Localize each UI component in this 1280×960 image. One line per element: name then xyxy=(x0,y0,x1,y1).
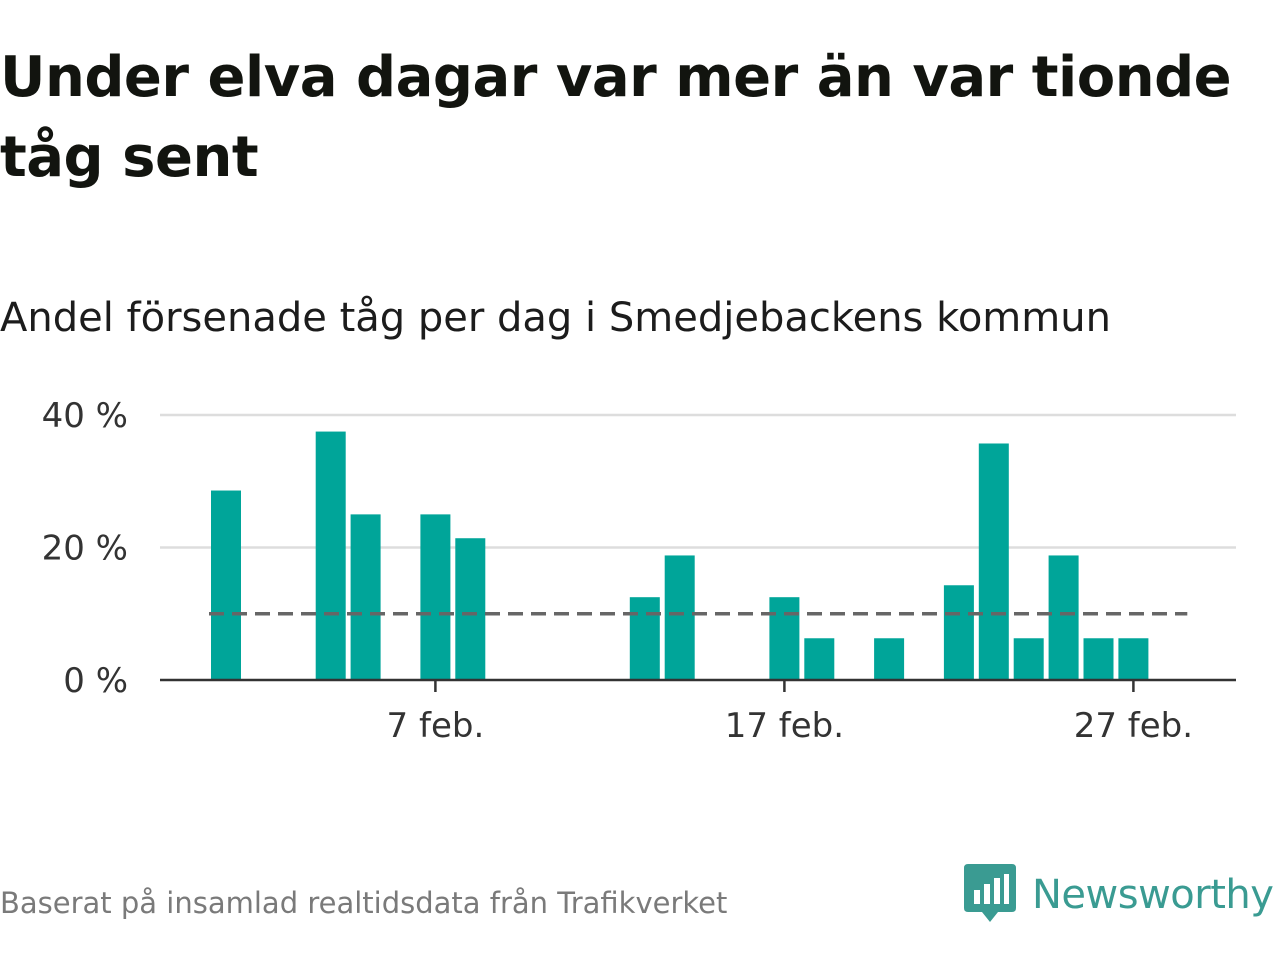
bar xyxy=(211,490,241,680)
bar xyxy=(1013,638,1044,680)
chart-subtitle: Andel försenade tåg per dag i Smedjeback… xyxy=(0,295,1111,341)
x-tick-label: 27 feb. xyxy=(1074,706,1193,746)
x-tick-label: 17 feb. xyxy=(725,706,844,746)
bar xyxy=(1048,555,1079,680)
y-tick-label: 40 % xyxy=(42,396,128,436)
bar xyxy=(664,555,695,680)
bar-chart: 0 % 20 % 40 % 7 feb. 17 feb. 27 feb. xyxy=(42,396,1236,746)
bars xyxy=(211,431,1149,680)
bar xyxy=(1083,638,1114,680)
source-note: Baserat på insamlad realtidsdata från Tr… xyxy=(0,886,728,920)
x-tick-label: 7 feb. xyxy=(387,706,485,746)
bar xyxy=(315,431,346,680)
newsworthy-logo-icon xyxy=(964,864,1016,922)
y-tick-label: 0 % xyxy=(63,661,128,701)
bar xyxy=(804,638,835,680)
chart-title: Under elva dagar var mer än var tionde t… xyxy=(0,45,1232,190)
bar xyxy=(1118,638,1149,680)
bar xyxy=(874,638,905,680)
y-tick-label: 20 % xyxy=(42,529,128,569)
y-axis-labels: 0 % 20 % 40 % xyxy=(42,396,128,701)
bar xyxy=(455,538,486,680)
bar xyxy=(978,443,1009,680)
brand-logo-link[interactable]: Newsworthy xyxy=(964,864,1274,926)
bar xyxy=(350,514,381,680)
x-axis xyxy=(160,678,1236,692)
bar xyxy=(420,514,451,680)
bar xyxy=(943,585,974,680)
bar xyxy=(629,597,660,680)
bar xyxy=(769,597,800,680)
x-axis-labels: 7 feb. 17 feb. 27 feb. xyxy=(387,706,1194,746)
brand-name: Newsworthy xyxy=(1032,872,1274,918)
